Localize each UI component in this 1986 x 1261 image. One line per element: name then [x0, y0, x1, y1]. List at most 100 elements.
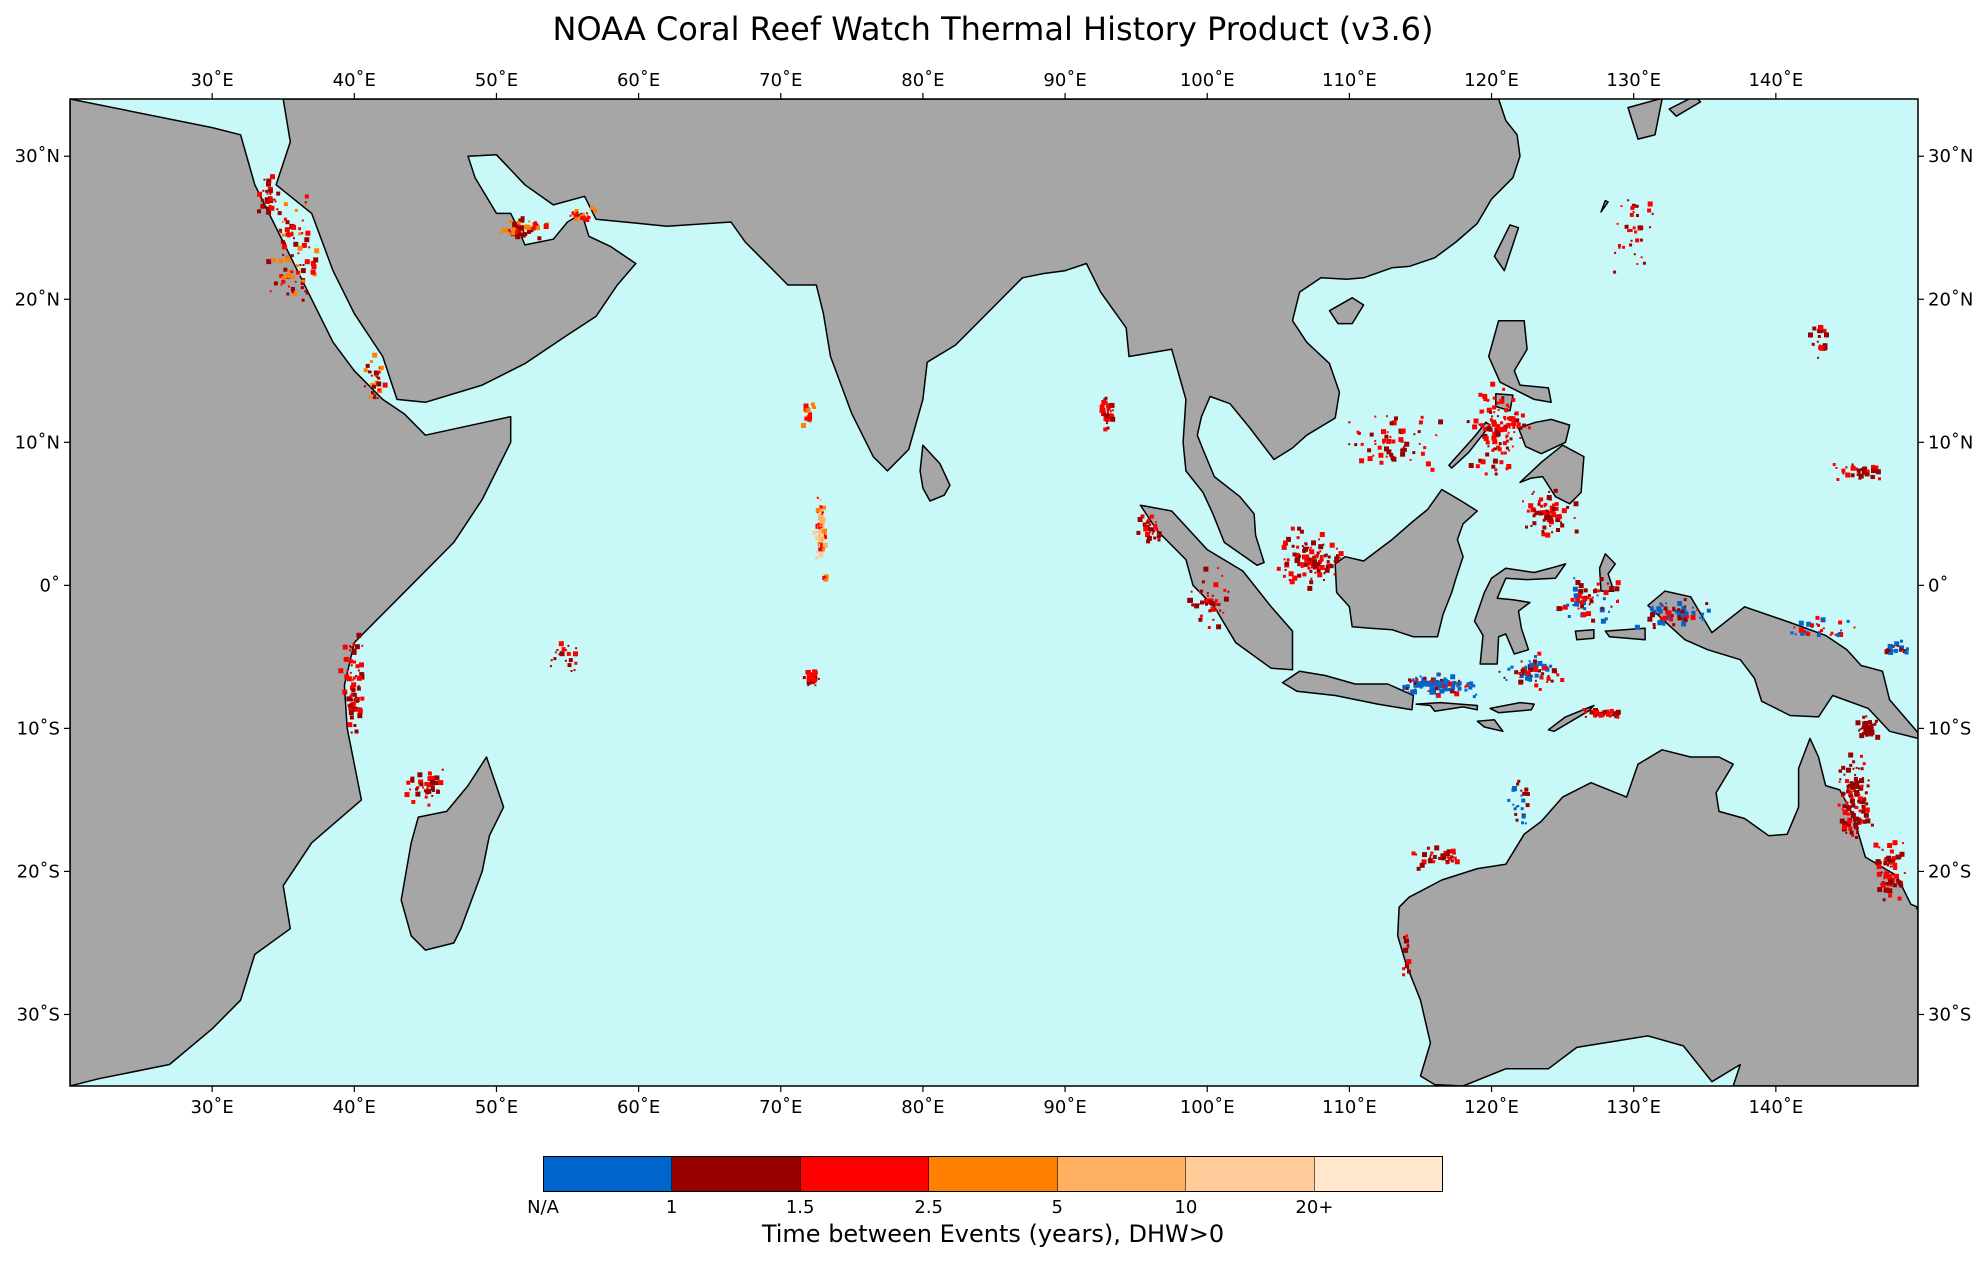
reef-pixel	[1591, 596, 1594, 599]
reef-pixel	[432, 789, 435, 792]
reef-pixel	[1545, 667, 1550, 672]
reef-pixel	[1416, 684, 1420, 688]
reef-pixel	[805, 407, 811, 413]
reef-pixel	[1699, 616, 1702, 619]
reef-pixel	[416, 786, 420, 790]
reef-pixel	[1532, 490, 1535, 493]
reef-pixel	[1198, 617, 1203, 622]
reef-pixel	[1403, 935, 1406, 939]
reef-pixel	[291, 290, 294, 293]
reef-pixel	[1488, 423, 1491, 426]
reef-pixel	[1326, 563, 1332, 569]
reef-pixel	[1681, 606, 1687, 611]
reef-pixel	[1846, 789, 1851, 794]
lat-tick-label-right: 30˚N	[1928, 146, 1973, 167]
reef-pixel	[1153, 536, 1157, 540]
land-flores	[1489, 701, 1535, 714]
reef-pixel	[1418, 420, 1423, 425]
reef-pixel	[1884, 868, 1887, 871]
lon-tick-label-top: 40˚E	[333, 70, 376, 91]
reef-pixel	[1432, 855, 1437, 859]
reef-pixel	[1457, 681, 1462, 686]
reef-pixel	[1367, 448, 1372, 453]
reef-pixel	[1570, 597, 1575, 602]
reef-pixel	[1611, 711, 1617, 717]
reef-pixel	[1876, 864, 1882, 870]
reef-pixel	[1499, 398, 1505, 404]
reef-pixel	[1862, 762, 1866, 766]
reef-pixel	[1889, 849, 1894, 854]
reef-pixel	[1386, 438, 1392, 444]
reef-pixel	[1852, 760, 1856, 764]
reef-pixel	[1360, 442, 1364, 446]
reef-pixel	[1816, 632, 1821, 637]
reef-pixel	[1873, 842, 1879, 848]
reef-pixel	[1849, 830, 1854, 835]
reef-pixel	[300, 268, 306, 274]
reef-pixel	[1846, 822, 1851, 827]
reef-pixel	[820, 547, 825, 552]
reef-pixel	[1806, 621, 1812, 627]
reef-pixel	[1153, 524, 1158, 528]
reef-pixel	[1443, 856, 1447, 859]
reef-pixel	[278, 228, 282, 232]
reef-pixel	[1495, 431, 1501, 437]
reef-pixel	[1584, 715, 1587, 718]
reef-pixel	[1286, 558, 1290, 562]
reef-pixel	[1450, 859, 1454, 863]
reef-pixel	[1408, 678, 1411, 682]
reef-layer	[257, 174, 1909, 977]
reef-pixel	[1865, 715, 1868, 718]
land-timor	[1547, 704, 1595, 733]
reef-pixel	[1406, 945, 1410, 949]
reef-pixel	[1485, 452, 1490, 457]
reef-pixel	[553, 657, 557, 661]
reef-pixel	[531, 226, 536, 231]
reef-pixel	[1524, 822, 1527, 825]
reef-pixel	[273, 198, 276, 201]
reef-pixel	[1528, 503, 1534, 509]
reef-pixel	[355, 696, 358, 698]
reef-pixel	[1682, 617, 1688, 623]
reef-pixel	[1892, 867, 1895, 870]
reef-pixel	[1324, 567, 1330, 573]
reef-pixel	[356, 632, 362, 638]
reef-pixel	[1454, 691, 1460, 697]
reef-pixel	[520, 216, 525, 221]
reef-pixel	[1106, 422, 1108, 425]
reef-pixel	[1677, 608, 1681, 612]
reef-pixel	[1431, 681, 1436, 686]
reef-pixel	[1211, 594, 1214, 597]
reef-pixel	[1405, 934, 1409, 938]
reef-pixel	[1871, 468, 1876, 474]
reef-pixel	[1295, 552, 1299, 556]
reef-pixel	[574, 217, 579, 222]
reef-pixel	[288, 270, 291, 272]
reef-pixel	[1322, 543, 1325, 546]
reef-pixel	[1652, 626, 1656, 630]
reef-pixel	[1158, 534, 1162, 537]
reef-pixel	[1862, 721, 1868, 727]
reef-pixel	[1484, 472, 1488, 476]
reef-pixel	[1450, 689, 1455, 694]
reef-pixel	[1187, 597, 1193, 603]
reef-pixel	[1520, 794, 1523, 797]
lat-tick-label-left: 30˚S	[17, 1004, 60, 1025]
reef-pixel	[1199, 614, 1203, 618]
reef-pixel	[1528, 660, 1531, 663]
reef-pixel	[1398, 437, 1404, 443]
reef-pixel	[299, 264, 302, 266]
reef-pixel	[1518, 679, 1524, 685]
reef-pixel	[1514, 812, 1518, 816]
reef-pixel	[1616, 600, 1619, 603]
reef-pixel	[1510, 416, 1516, 422]
reef-pixel	[1798, 627, 1804, 633]
reef-pixel	[348, 705, 354, 711]
reef-pixel	[1314, 571, 1317, 574]
reef-pixel	[1838, 632, 1844, 637]
reef-pixel	[297, 245, 303, 251]
reef-pixel	[1593, 589, 1597, 594]
reef-pixel	[285, 273, 291, 278]
reef-pixel	[1538, 511, 1543, 516]
reef-pixel	[1143, 526, 1149, 532]
